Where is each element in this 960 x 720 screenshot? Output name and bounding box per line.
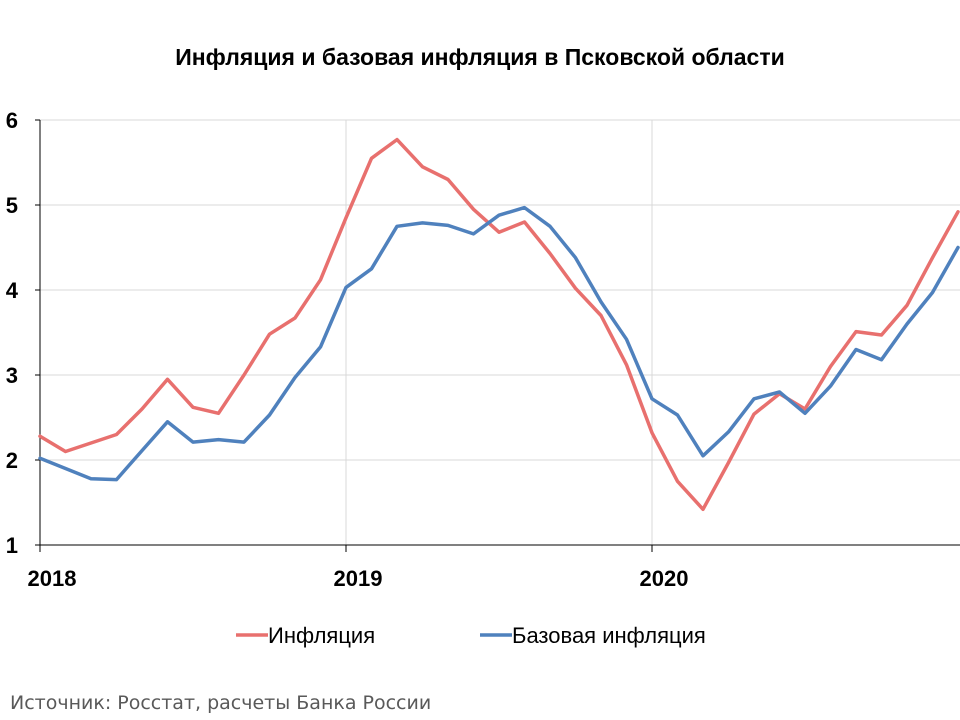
series-line-inflation (38, 137, 960, 512)
chart-title: Инфляция и базовая инфляция в Псковской … (175, 44, 785, 70)
x-tick-label: 2020 (640, 566, 689, 591)
legend-label: Инфляция (268, 623, 375, 648)
axes (35, 119, 960, 552)
y-tick-label: 1 (6, 533, 18, 558)
x-tick-label: 2019 (334, 566, 383, 591)
legend: Инфляция Базовая инфляция (236, 623, 706, 648)
x-tick-label: 2018 (28, 566, 77, 591)
series-line-core-inflation (38, 205, 960, 482)
legend-label: Базовая инфляция (512, 623, 706, 648)
y-tick-label: 6 (6, 108, 18, 133)
y-tick-label: 2 (6, 448, 18, 473)
series-lines (38, 137, 960, 512)
y-tick-label: 5 (6, 193, 18, 218)
tick-labels: 1 2 3 4 5 6 2018 2019 2020 (6, 108, 689, 591)
grid-lines (40, 119, 960, 545)
source-note: Источник: Росстат, расчеты Банка России (10, 692, 432, 714)
y-tick-label: 4 (6, 278, 19, 303)
y-tick-label: 3 (6, 363, 18, 388)
